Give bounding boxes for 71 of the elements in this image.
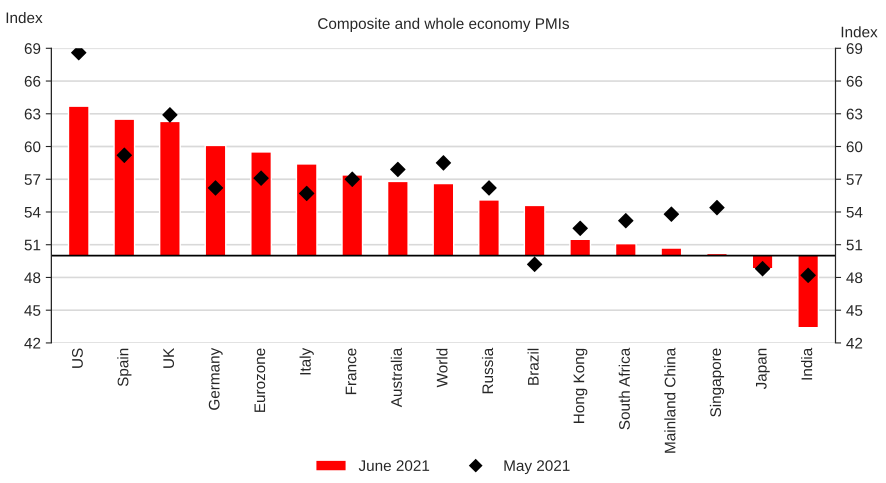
y2-tick-label: 42 [846, 338, 862, 348]
y2-tick-label: 63 [846, 108, 862, 120]
point [572, 220, 588, 236]
bar [113, 118, 136, 256]
x-tick-label: UK [163, 348, 174, 368]
bar [432, 182, 454, 256]
y2-axis-title: Index [842, 26, 878, 38]
point [116, 148, 132, 163]
point [664, 206, 680, 222]
point [390, 162, 406, 178]
point [800, 268, 816, 283]
bar [569, 238, 592, 256]
point [754, 261, 770, 276]
legend-label: May 2021 [504, 460, 570, 474]
bar [158, 120, 181, 256]
y-axis-title: Index [6, 12, 42, 24]
point [618, 213, 634, 228]
point [481, 180, 497, 196]
x-tick-label: Australia [390, 348, 402, 408]
y-tick-label: 66 [24, 76, 40, 87]
y2-tick-label: 51 [846, 240, 862, 250]
y-tick-label: 54 [24, 207, 41, 218]
x-tick-label: India [801, 348, 812, 380]
bar [296, 163, 318, 256]
point [208, 180, 224, 196]
bar [478, 199, 500, 256]
bar [797, 254, 820, 328]
x-tick-label: Brazil [528, 348, 539, 385]
x-tick-label: Singapore [710, 348, 724, 417]
y-tick-label: 60 [24, 141, 40, 152]
point [436, 155, 452, 171]
bar [68, 105, 90, 256]
bar [524, 204, 546, 256]
x-tick-label: Eurozone [254, 348, 266, 412]
y2-tick-label: 60 [846, 141, 862, 152]
y2-tick-label: 54 [846, 207, 862, 218]
y2-tick-label: 66 [846, 76, 862, 87]
bar [204, 144, 226, 256]
y2-tick-label: 48 [846, 272, 862, 284]
chart-title: Composite and whole economy PMIs [318, 18, 569, 32]
x-tick-label: World [436, 348, 448, 388]
x-tick-label: Russia [482, 348, 494, 394]
y-tick-label: 42 [24, 338, 40, 348]
bar [386, 180, 409, 256]
point [298, 186, 314, 202]
bar [250, 151, 272, 256]
x-tick-label: France [346, 348, 356, 394]
y-tick-label: 69 [24, 43, 40, 54]
point [526, 256, 542, 272]
point [253, 170, 269, 186]
y-tick-label: 63 [24, 108, 40, 120]
y-tick-label: 57 [24, 174, 40, 185]
x-tick-label: Italy [300, 348, 314, 374]
point [344, 172, 360, 187]
legend-label: June 2021 [358, 460, 430, 472]
x-tick-label: Hong Kong [574, 348, 588, 423]
x-tick-label: Japan [756, 348, 770, 390]
x-tick-label: US [72, 348, 83, 368]
x-tick-label: South Africa [618, 348, 630, 430]
y2-tick-label: 45 [846, 305, 862, 316]
x-tick-label: Spain [117, 348, 132, 386]
point [162, 107, 178, 123]
y-tick-label: 48 [24, 272, 40, 284]
y-tick-label: 45 [24, 305, 40, 316]
y2-tick-label: 57 [846, 174, 862, 185]
point [709, 200, 725, 216]
bar [341, 174, 364, 256]
y-tick-label: 51 [24, 240, 40, 250]
y2-tick-label: 69 [846, 43, 862, 54]
x-tick-label: Germany [208, 348, 223, 410]
x-tick-label: Mainland China [664, 348, 676, 453]
